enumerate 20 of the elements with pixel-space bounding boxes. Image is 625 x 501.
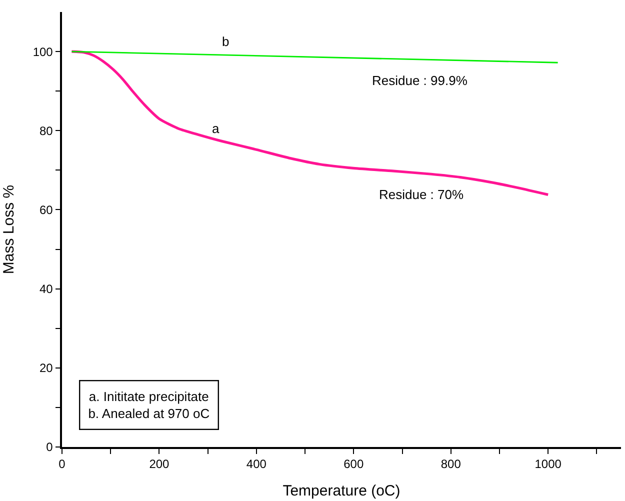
x-tick-label: 0 (58, 457, 66, 472)
x-tick-label: 600 (344, 457, 364, 472)
y-tick-label: 40 (39, 282, 54, 296)
y-tick-label: 20 (39, 361, 54, 376)
x-tick-label: 400 (246, 457, 267, 472)
x-tick-label: 800 (440, 457, 462, 472)
annotation: a. Inititate precipitate (88, 389, 209, 404)
y-tick-label: 60 (39, 202, 54, 217)
x-tick-label: 200 (149, 457, 170, 472)
y-tick-label: 0 (46, 440, 54, 454)
annotation: b (222, 34, 230, 49)
y-axis-title: Mass Loss % (0, 184, 18, 274)
annotation: Residue : 70% (379, 187, 464, 202)
annotation: Residue : 99.9% (372, 73, 468, 88)
annotation: a (212, 121, 220, 136)
x-axis-title: Temperature (oC) (282, 482, 400, 500)
y-tick-label: 80 (39, 124, 54, 138)
x-tick-label: 1000 (534, 457, 562, 472)
annotation: b. Anealed at 970 oC (88, 406, 210, 422)
y-tick-label: 100 (32, 44, 54, 59)
